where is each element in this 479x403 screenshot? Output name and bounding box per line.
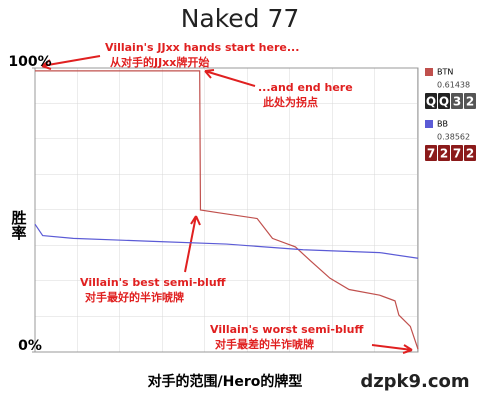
line [35, 70, 419, 350]
annotation: 从对手的JJxx牌开始 [110, 55, 209, 69]
card-rank: 2 [466, 147, 474, 161]
y-tick-label: 100% [8, 54, 51, 70]
arrow [41, 55, 101, 70]
card-rank: 7 [453, 147, 461, 161]
y-tick-label: 0% [18, 338, 42, 354]
annotation: Villain's JJxx hands start here... [105, 41, 299, 54]
card [438, 145, 450, 161]
card-rank: 3 [453, 95, 461, 109]
annotation: ...and end here [258, 81, 353, 94]
legend-equity: 0.38562 [437, 133, 470, 142]
card-rank: Q [426, 95, 436, 109]
card-rank: 2 [466, 95, 474, 109]
card-rank: 2 [440, 147, 448, 161]
arrow [371, 344, 413, 354]
annotation: 对手最差的半诈唬牌 [215, 337, 314, 351]
legend-label: BTN [437, 68, 453, 77]
watermark: dzpk9.com [360, 371, 469, 392]
legend-label: BB [437, 120, 448, 129]
annotation: 对手最好的半诈唬牌 [85, 290, 184, 304]
card [464, 93, 476, 109]
arrow [204, 69, 256, 87]
x-label: 对手的范围/Hero的牌型 [148, 373, 303, 390]
arrow [184, 215, 201, 273]
legend-swatch [425, 68, 433, 76]
card [438, 93, 450, 109]
card [425, 93, 437, 109]
plot-area [34, 67, 419, 353]
annotation: 此处为拐点 [263, 95, 318, 109]
card [464, 145, 476, 161]
annotation: Villain's worst semi-bluff [210, 323, 363, 336]
y-label: 胜率 [10, 210, 28, 241]
card [451, 93, 463, 109]
annotation: Villain's best semi-bluff [80, 276, 226, 289]
chart-title: Naked 77 [181, 4, 300, 33]
card-rank: Q [439, 95, 449, 109]
card [425, 145, 437, 161]
card-rank: 7 [427, 147, 435, 161]
card [451, 145, 463, 161]
line [34, 223, 419, 259]
legend-equity: 0.61438 [437, 81, 470, 90]
legend-swatch [425, 120, 433, 128]
